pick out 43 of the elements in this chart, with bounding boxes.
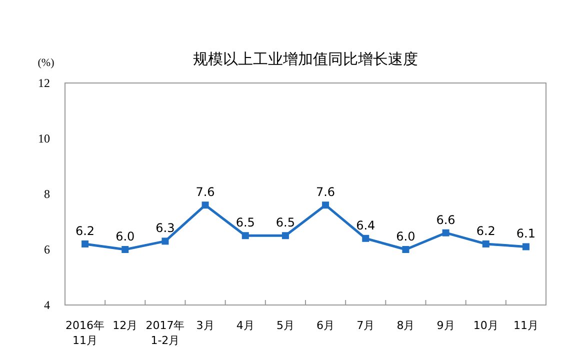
point	[82, 240, 89, 248]
data-label: 6.6	[436, 212, 456, 227]
x-tick-label: 7月	[356, 319, 375, 332]
x-tick-label: 10月	[473, 319, 498, 332]
data-label: 6.3	[156, 221, 175, 236]
y-tick-label: 12	[38, 76, 50, 90]
data-label: 7.6	[196, 185, 215, 200]
x-tick-label: 11月	[513, 319, 538, 332]
point	[522, 243, 530, 250]
data-label: 6.0	[116, 230, 135, 244]
x-tick-label: 2017年 1-2月	[146, 319, 185, 347]
point	[322, 202, 330, 209]
point	[202, 202, 209, 209]
point	[122, 246, 129, 253]
x-tick-label: 4月	[236, 319, 254, 332]
data-label: 6.2	[75, 224, 95, 238]
y-tick-label: 4	[44, 298, 50, 312]
data-label: 6.1	[516, 226, 536, 241]
point	[442, 229, 450, 236]
y-tick-label: 6	[44, 242, 50, 256]
x-tick-label: 12月	[112, 319, 138, 332]
x-tick-label: 6月	[316, 319, 335, 332]
point	[402, 246, 410, 253]
data-label: 6.5	[236, 216, 255, 230]
point	[482, 240, 490, 248]
data-label: 6.4	[356, 218, 376, 232]
x-tick-label: 9月	[436, 319, 455, 332]
x-tick-label: 5月	[276, 319, 294, 332]
data-label: 6.2	[476, 224, 496, 238]
point	[162, 238, 169, 245]
x-tick-label: 8月	[396, 319, 415, 332]
chart-title: 规模以上工业增加值同比增长速度	[193, 50, 418, 68]
data-label: 6.0	[396, 230, 416, 244]
x-tick-label: 2016年 11月	[66, 319, 105, 347]
point	[282, 232, 289, 240]
data-label: 6.5	[276, 216, 296, 230]
y-axis-title: (%)	[38, 57, 55, 69]
x-tick-label: 3月	[196, 319, 214, 332]
data-label: 7.6	[316, 185, 336, 200]
point	[362, 234, 370, 242]
point	[242, 232, 249, 240]
y-tick-label: 10	[38, 132, 50, 146]
y-tick-label: 8	[44, 187, 50, 201]
